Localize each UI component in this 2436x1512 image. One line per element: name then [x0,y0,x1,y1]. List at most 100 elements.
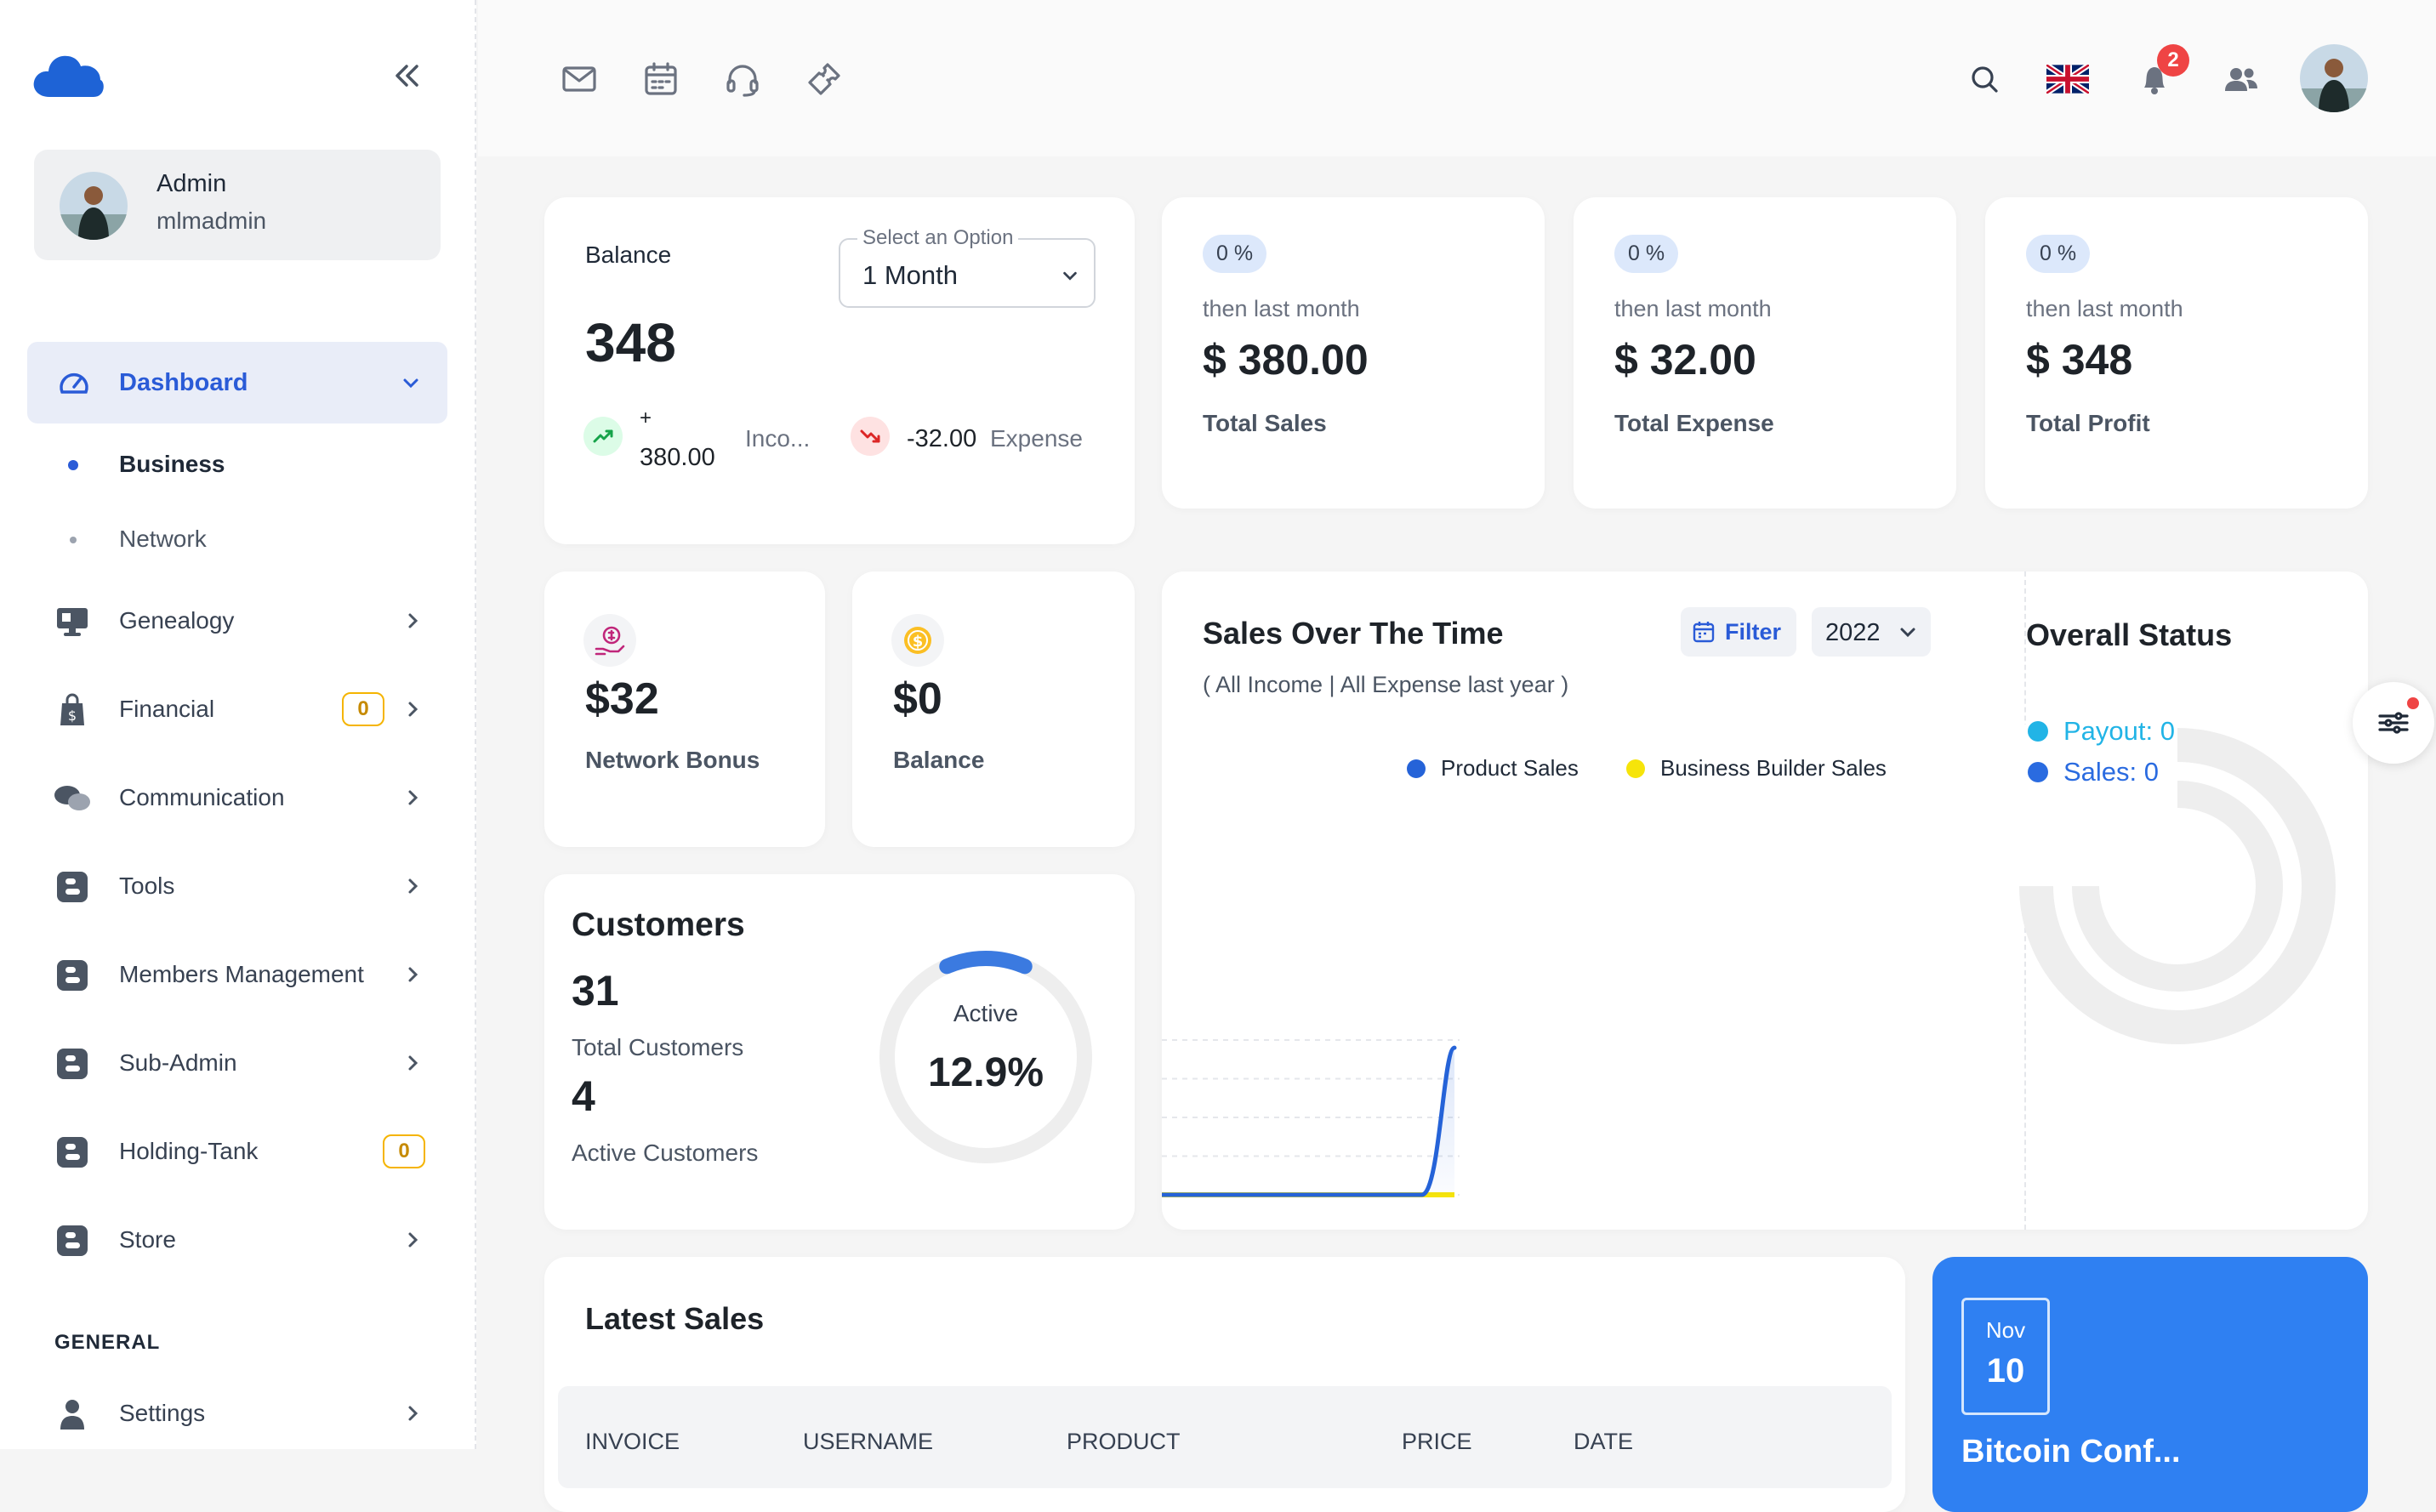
stat-label: Total Expense [1614,410,1774,436]
balance-title: Balance [585,242,672,268]
total-sales-card: 0 % then last month $ 380.00 Total Sales [1162,197,1545,509]
filter-button[interactable]: Filter [1681,607,1796,657]
collapse-sidebar-icon[interactable] [387,58,426,94]
event-date-box: Nov 10 [1961,1298,2050,1415]
legend-payout: Payout: 0 [2028,716,2175,747]
stat-value: $ 32.00 [1614,336,1756,384]
sidebar-subitem-network[interactable]: Network [0,514,476,565]
notification-count-badge: 2 [2157,44,2189,77]
headset-icon[interactable] [723,60,762,99]
network-bonus-label: Network Bonus [585,747,760,773]
mini-balance-value: $0 [893,674,942,724]
general-section-heading: GENERAL [54,1331,161,1354]
legend-product-sales: Product Sales [1407,755,1579,782]
profile-username: mlmadmin [157,207,267,234]
status-donut [2016,725,2336,1044]
chevron-down-icon [1895,619,1921,645]
sidebar-item-store[interactable]: Store [0,1206,476,1274]
ticket-icon[interactable] [805,60,844,99]
search-icon[interactable] [1965,60,2004,99]
stat-label: Total Sales [1203,410,1327,436]
uk-flag-icon[interactable] [2046,60,2089,99]
x-tick-label: Sep [1371,1228,1408,1230]
chevron-right-icon [400,607,425,634]
sidebar-item-members-management[interactable]: Members Management [0,941,476,1009]
customers-title: Customers [572,907,745,943]
holding-tank-count-badge: 0 [383,1134,425,1168]
chevron-down-icon [1058,264,1082,287]
sidebar-item-genealogy[interactable]: Genealogy [0,587,476,655]
column-header-username[interactable]: USERNAME [803,1429,934,1454]
trend-down-icon [851,417,890,456]
profile-card[interactable]: Admin mlmadmin [34,150,441,260]
active-gauge [879,951,1092,1163]
bullet-icon [68,460,78,470]
cloud-logo-icon[interactable] [32,49,105,99]
sidebar-item-financial[interactable]: $ Financial 0 [0,675,476,743]
column-header-product[interactable]: PRODUCT [1067,1429,1181,1454]
customers-card: Customers 31 Total Customers 4 Active Cu… [544,874,1135,1230]
x-tick-label: May [1239,1228,1278,1230]
event-card[interactable]: Nov 10 Bitcoin Conf... [1932,1257,2368,1512]
x-tick-label: Nov [1437,1228,1473,1230]
trend-up-icon [583,417,623,456]
column-header-price[interactable]: PRICE [1402,1429,1472,1454]
x-tick-label: Jul [1311,1228,1337,1230]
column-header-invoice[interactable]: INVOICE [585,1429,680,1454]
chevron-right-icon [400,696,425,723]
income-label: Inco... [745,425,811,452]
sidebar-item-settings[interactable]: Settings [0,1379,476,1447]
shopping-bag-dollar-icon: $ [53,691,92,730]
chevron-right-icon [400,1226,425,1253]
legend-label: Product Sales [1441,755,1579,781]
legend-business-builder-sales: Business Builder Sales [1626,755,1887,782]
sidebar-item-label: Holding-Tank [119,1138,259,1164]
chevron-right-icon [400,784,425,811]
sidebar-item-dashboard[interactable]: Dashboard [27,342,447,423]
svg-text:$: $ [913,633,924,651]
bell-icon[interactable] [2135,60,2174,99]
percent-badge: 0 % [1203,235,1267,273]
stat-value: $ 380.00 [1203,336,1369,384]
blogger-icon [53,867,92,907]
select-value: 1 Month [862,260,959,290]
svg-text:$: $ [68,708,77,724]
event-month: Nov [1985,1317,2026,1343]
customizer-button[interactable] [2353,682,2434,764]
sales-line-chart: 0100200300400 JanFebMarAprMayJunJulAugSe… [1162,1039,1473,1230]
users-icon[interactable] [2222,60,2261,99]
balance-card: Balance Select an Option 1 Month 348 + 3… [544,197,1135,544]
sidebar-item-label: Sub-Admin [119,1049,237,1076]
calendar-icon[interactable] [641,60,680,99]
filter-label: Filter [1725,619,1782,645]
sidebar-item-sub-admin[interactable]: Sub-Admin [0,1029,476,1097]
user-avatar[interactable] [2300,44,2368,112]
bullet-icon [70,537,77,543]
product-sales-area [1162,1048,1454,1195]
period-select[interactable]: Select an Option 1 Month [839,226,1096,308]
calendar-icon [1691,619,1716,645]
avatar [60,172,128,240]
income-sign: + [640,406,652,429]
select-legend: Select an Option [857,226,1019,250]
column-header-date[interactable]: DATE [1574,1429,1634,1454]
legend-label: Sales: 0 [2063,757,2160,787]
blogger-icon [53,956,92,995]
person-icon [53,1395,92,1434]
year-value: 2022 [1825,619,1881,646]
sidebar-item-tools[interactable]: Tools [0,852,476,920]
sidebar-item-holding-tank[interactable]: Holding-Tank 0 [0,1117,476,1185]
event-day: 10 [1986,1352,2025,1390]
sidebar-item-label: Communication [119,784,285,810]
sidebar-item-label: Financial [119,696,215,722]
sidebar-item-communication[interactable]: Communication [0,764,476,832]
mail-icon[interactable] [560,60,599,99]
sidebar-subitem-business[interactable]: Business [0,439,476,490]
overall-status-panel: Overall Status Payout: 0 Sales: 0 [2016,571,2368,1230]
table-header: INVOICE USERNAME PRODUCT PRICE DATE [558,1386,1892,1488]
sidebar-item-label: Dashboard [119,369,248,396]
year-select[interactable]: 2022 [1812,607,1931,657]
chevron-right-icon [400,961,425,988]
legend-label: Payout: 0 [2063,716,2175,746]
chevron-right-icon [400,1400,425,1427]
